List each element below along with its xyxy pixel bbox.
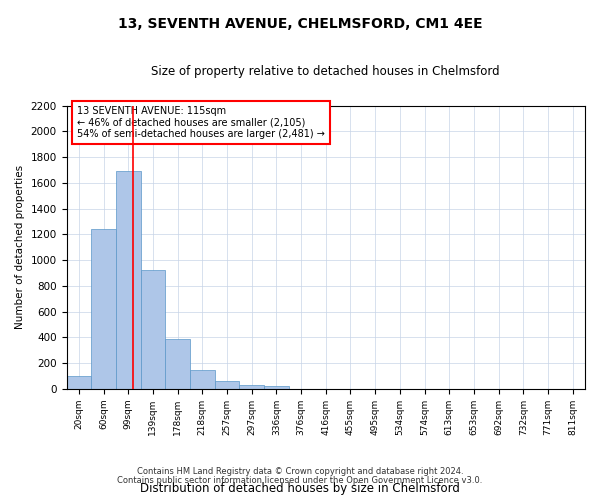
Bar: [215, 381, 239, 389]
Text: 13 SEVENTH AVENUE: 115sqm
← 46% of detached houses are smaller (2,105)
54% of se: 13 SEVENTH AVENUE: 115sqm ← 46% of detac…: [77, 106, 325, 139]
Bar: [165, 338, 190, 389]
Text: Contains public sector information licensed under the Open Government Licence v3: Contains public sector information licen…: [118, 476, 482, 485]
Bar: [116, 171, 140, 389]
Y-axis label: Number of detached properties: Number of detached properties: [15, 165, 25, 330]
Bar: [239, 385, 264, 389]
Title: Size of property relative to detached houses in Chelmsford: Size of property relative to detached ho…: [151, 65, 500, 78]
Bar: [264, 386, 289, 389]
Text: 13, SEVENTH AVENUE, CHELMSFORD, CM1 4EE: 13, SEVENTH AVENUE, CHELMSFORD, CM1 4EE: [118, 18, 482, 32]
Text: Distribution of detached houses by size in Chelmsford: Distribution of detached houses by size …: [140, 482, 460, 495]
Bar: [67, 376, 91, 389]
Bar: [91, 229, 116, 389]
Bar: [140, 270, 165, 389]
Bar: [190, 370, 215, 389]
Text: Contains HM Land Registry data © Crown copyright and database right 2024.: Contains HM Land Registry data © Crown c…: [137, 467, 463, 476]
